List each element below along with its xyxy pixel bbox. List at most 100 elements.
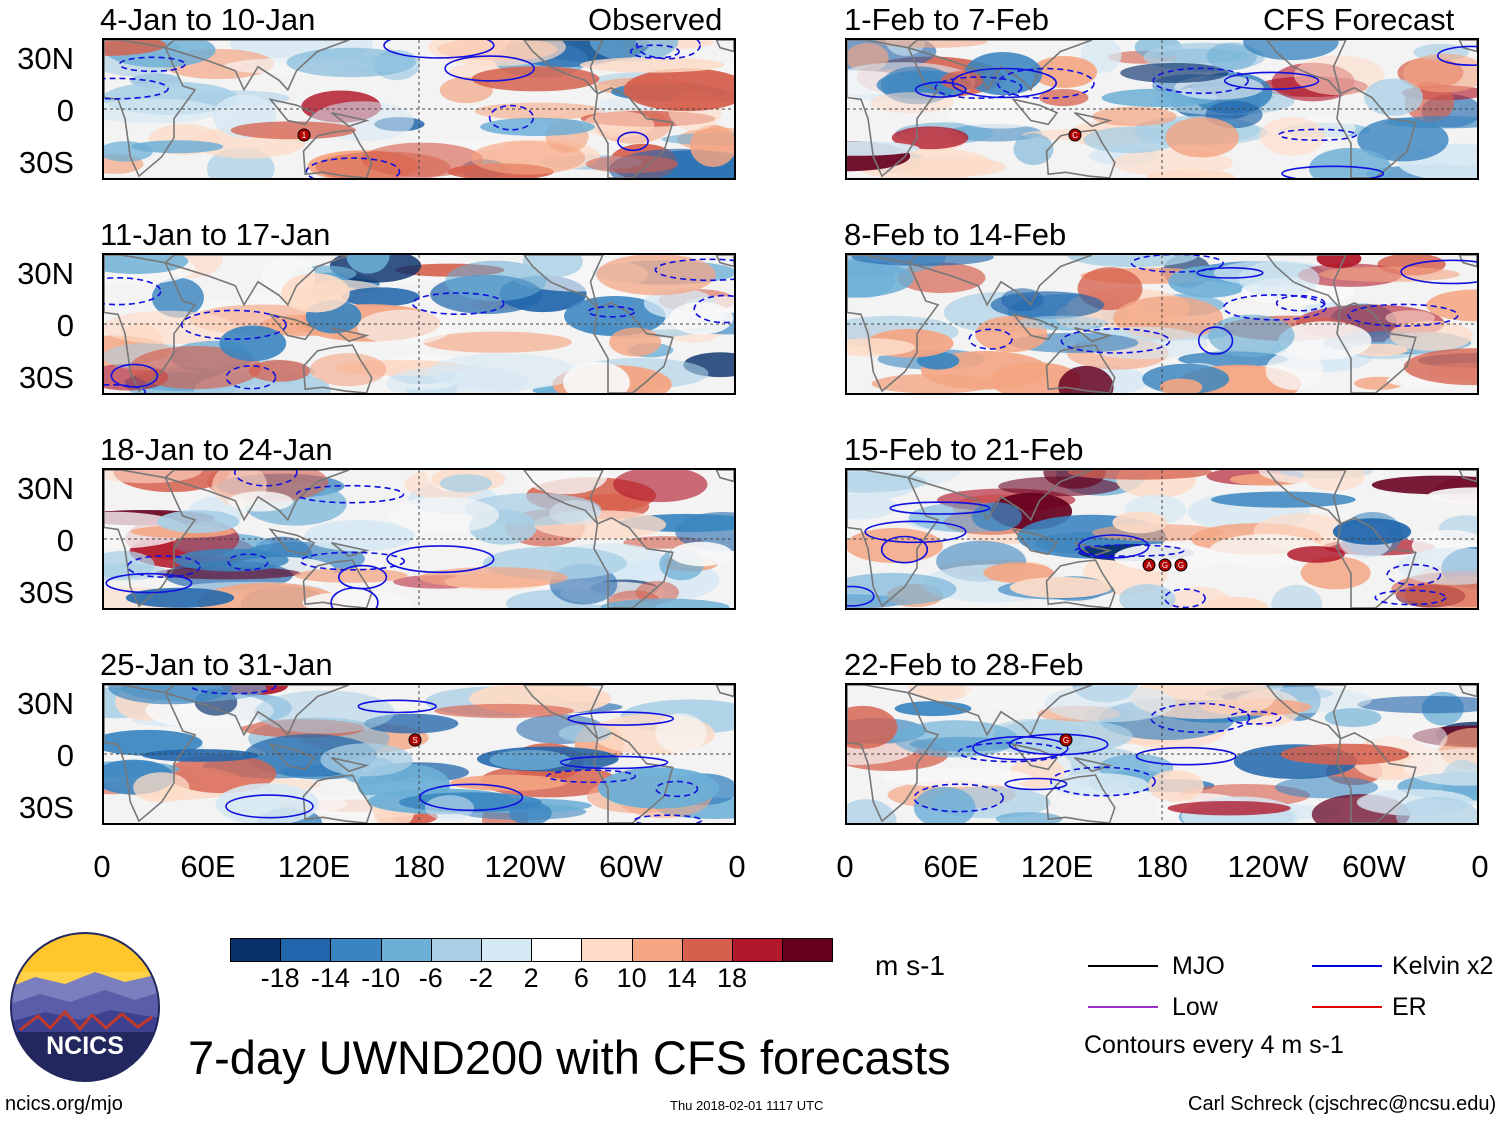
- map-svg: 1: [104, 40, 734, 178]
- wind-anomaly-blob: [424, 795, 475, 821]
- storm-marker-circle: [1174, 558, 1188, 572]
- wind-anomaly-blob: [1159, 378, 1203, 393]
- wind-anomaly-blob: [847, 493, 897, 520]
- colorbar-tick: 18: [716, 963, 748, 993]
- kelvin-contour: [225, 794, 314, 819]
- wind-anomaly-blob: [549, 500, 601, 526]
- kelvin-contour: [1130, 255, 1224, 273]
- xlabel: 0: [1471, 849, 1489, 884]
- panel-title-5: 8-Feb to 14-Feb: [844, 217, 1067, 252]
- coastline: [302, 344, 373, 393]
- legend-low-line: [1088, 1006, 1158, 1008]
- storm-marker: 1: [297, 128, 311, 142]
- wind-anomaly-blob: [357, 309, 453, 345]
- coastline: [1458, 40, 1477, 53]
- site-link[interactable]: ncics.org/mjo: [5, 1093, 123, 1115]
- kelvin-contour: [1164, 588, 1206, 608]
- kelvin-contour: [546, 769, 637, 784]
- coastline: [1458, 470, 1477, 483]
- coastline: [715, 685, 734, 698]
- kelvin-contour: [419, 783, 524, 812]
- coastline: [302, 774, 373, 823]
- wind-anomaly-blob: [597, 767, 720, 809]
- kelvin-contour: [126, 555, 201, 578]
- wind-anomaly-blob: [964, 52, 1043, 96]
- wind-anomaly-blob: [1259, 117, 1326, 156]
- wind-anomaly-blob: [1385, 116, 1477, 129]
- coastline: [163, 40, 350, 92]
- kelvin-contour: [330, 587, 379, 608]
- kelvin-contour: [299, 551, 406, 571]
- figure-title: 7-day UWND200 with CFS forecasts: [188, 1031, 951, 1084]
- wind-anomaly-blob: [434, 703, 575, 719]
- wind-anomaly-blob: [1271, 584, 1323, 608]
- wind-anomaly-blob: [983, 562, 1054, 584]
- wind-anomaly-blob: [286, 47, 416, 78]
- coastline: [715, 40, 734, 53]
- coastline: [1045, 774, 1116, 823]
- wind-anomaly-blob: [450, 774, 567, 791]
- kelvin-contour: [411, 292, 505, 316]
- wind-anomaly-blob: [1427, 487, 1477, 504]
- wind-anomaly-blob: [655, 713, 707, 754]
- wind-anomaly-blob: [847, 262, 896, 298]
- kelvin-contour: [1386, 563, 1442, 586]
- kelvin-contour: [1347, 303, 1459, 327]
- coastline: [906, 255, 1093, 307]
- wind-anomaly-blob: [1309, 147, 1392, 178]
- xlabel: 0: [93, 849, 111, 884]
- legend-mjo: MJO: [1172, 952, 1225, 980]
- map-svg: C: [847, 40, 1477, 178]
- coastline: [522, 470, 604, 525]
- wind-anomaly-blob: [1067, 470, 1212, 480]
- colorbar-tick: 6: [573, 963, 589, 993]
- kelvin-contour: [1278, 128, 1358, 142]
- wind-anomaly-blob: [1385, 310, 1436, 326]
- wind-anomaly-blob: [155, 567, 301, 580]
- kelvin-contour: [105, 572, 193, 594]
- wind-anomaly-blob: [847, 141, 920, 156]
- coastline: [331, 757, 370, 773]
- kelvin-contour: [972, 736, 1069, 761]
- ylabel: 30S: [18, 145, 74, 180]
- storm-marker: G: [1158, 558, 1172, 572]
- xlabel: 120E: [1020, 849, 1094, 884]
- coastline: [268, 313, 316, 341]
- wind-anomaly-blob: [104, 310, 236, 345]
- legend-kelvin-line: [1312, 965, 1382, 967]
- ylabel: 30S: [18, 575, 74, 610]
- map-panel-4: C: [845, 38, 1479, 180]
- wind-anomaly-blob: [871, 373, 996, 393]
- wind-anomaly-blob: [129, 346, 262, 390]
- wind-anomaly-blob: [254, 690, 395, 734]
- kelvin-contour: [1374, 589, 1447, 606]
- wind-anomaly-blob: [104, 255, 189, 274]
- wind-anomaly-blob: [228, 491, 293, 512]
- kelvin-contour: [444, 55, 535, 82]
- timestamp: Thu 2018-02-01 1117 UTC: [670, 1098, 824, 1113]
- storm-marker-circle: [1158, 558, 1172, 572]
- colorbar-tick: 2: [523, 963, 539, 993]
- coastline: [1074, 112, 1113, 128]
- coastline: [1336, 732, 1417, 823]
- wind-anomaly-blob: [151, 277, 204, 318]
- colorbar-tick: 10: [616, 963, 647, 993]
- wind-anomaly-blob: [219, 325, 287, 362]
- wind-anomaly-blob: [1001, 288, 1044, 312]
- kelvin-contour: [118, 56, 186, 73]
- wind-anomaly-blob: [341, 287, 420, 307]
- map-svg: S: [104, 685, 734, 823]
- kelvin-contour: [847, 585, 875, 607]
- kelvin-contour: [913, 783, 1004, 813]
- wind-anomaly-blob: [1119, 584, 1176, 608]
- coastline: [593, 302, 674, 393]
- ylabel: 0: [56, 738, 74, 773]
- wind-anomaly-blob: [1265, 350, 1324, 391]
- coastline: [1265, 470, 1347, 525]
- wind-anomaly-blob: [669, 302, 734, 335]
- wind-anomaly-blob: [439, 474, 493, 493]
- coastline: [104, 255, 197, 393]
- coastline: [522, 255, 604, 310]
- wind-anomaly-blob: [563, 361, 630, 393]
